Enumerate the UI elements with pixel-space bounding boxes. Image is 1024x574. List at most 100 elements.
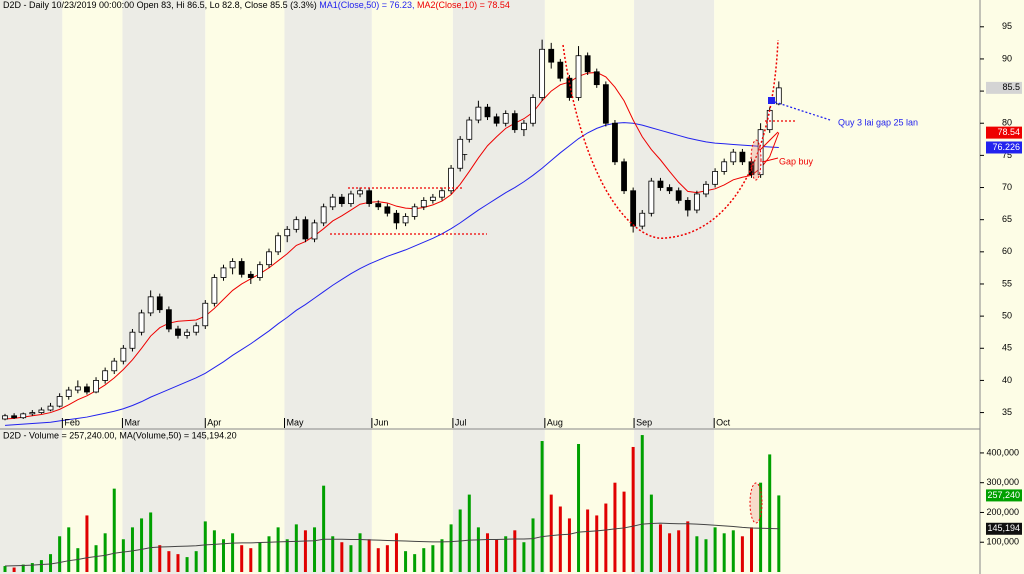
candle-body: [557, 61, 564, 79]
volume-bar: [595, 515, 599, 572]
volume-bar: [231, 533, 235, 572]
last-value-box: [986, 522, 1022, 535]
candle-body: [539, 48, 546, 98]
month-band: [62, 0, 123, 574]
y-tick-label: 60: [1002, 246, 1012, 256]
arrow: [761, 157, 779, 163]
candle-body: [302, 219, 309, 240]
month-band: [284, 0, 372, 574]
x-tick-label: Aug: [547, 417, 563, 427]
volume-bar: [704, 539, 708, 572]
legend-entry: MA1(Close,50) = 76.23,: [319, 0, 414, 10]
volume-bar: [677, 530, 681, 572]
volume-bar: [94, 545, 98, 572]
y-tick-label: 45: [1002, 343, 1012, 353]
volume-bar: [513, 530, 517, 572]
candle-body: [238, 261, 245, 275]
y-tick-label: 65: [1002, 214, 1012, 224]
volume-bar: [358, 533, 362, 572]
candle-body: [775, 87, 782, 105]
candle-body: [411, 206, 418, 217]
candle-body: [129, 331, 136, 349]
candle-body: [257, 264, 263, 278]
candle-body: [84, 386, 90, 393]
y-tick-label: 40: [1002, 375, 1012, 385]
volume-title: D2D - Volume = 257,240.00, MA(Volume,50)…: [3, 430, 237, 440]
volume-bar: [158, 545, 162, 572]
candle-body: [275, 235, 282, 253]
volume-bar: [376, 548, 380, 572]
volume-bar: [58, 536, 62, 572]
month-band: [452, 0, 545, 574]
candle-body: [165, 309, 172, 330]
y-tick-label: 50: [1002, 310, 1012, 320]
volume-bar: [467, 494, 471, 572]
volume-bar: [85, 515, 89, 572]
candle-body: [402, 216, 409, 224]
volume-bar: [431, 545, 435, 572]
y-tick-label: 75: [1002, 150, 1012, 160]
volume-bar: [613, 482, 617, 572]
volume-bar: [686, 521, 690, 572]
candle-body: [175, 328, 181, 336]
volume-bar: [313, 527, 317, 572]
candle-body: [320, 206, 327, 224]
candle-body: [666, 187, 673, 192]
candle-body: [375, 203, 382, 208]
candle-body: [65, 389, 72, 397]
y-tick-label: 100,000: [986, 537, 1019, 547]
month-band: [714, 0, 980, 574]
month-band: [122, 0, 206, 574]
volume-bar: [212, 530, 216, 572]
volume-bar: [121, 539, 125, 572]
volume-bar: [194, 551, 198, 572]
arrow: [759, 131, 779, 151]
last-value-box: [986, 141, 1022, 154]
x-tick-label: Feb: [64, 417, 80, 427]
marker: [768, 97, 775, 104]
last-value-box: [986, 81, 1022, 94]
candle-body: [703, 183, 709, 195]
y-tick-label: 35: [1002, 407, 1012, 417]
volume-bar: [103, 533, 107, 572]
volume-ellipse: [749, 482, 763, 524]
cup-curve: [562, 39, 779, 239]
candle-body: [575, 55, 582, 98]
candle-body: [484, 106, 491, 118]
candle-body: [593, 71, 600, 86]
candle-body: [420, 199, 427, 208]
volume-bar: [695, 536, 699, 572]
candle-body: [357, 190, 363, 195]
candle-body: [511, 113, 518, 131]
candle-body: [493, 116, 500, 124]
volume-bar: [340, 542, 344, 572]
candle-body: [338, 196, 345, 205]
candle-body: [693, 193, 700, 211]
volume-bar: [385, 545, 389, 572]
volume-bar: [777, 495, 781, 572]
candle-body: [247, 273, 254, 278]
volume-bar: [750, 527, 754, 572]
candle-body: [602, 84, 609, 124]
candle-body: [384, 206, 391, 214]
volume-bar: [176, 554, 180, 572]
volume-bar: [577, 443, 581, 572]
volume-bar: [367, 539, 371, 572]
volume-bar: [285, 539, 289, 572]
x-tick-label: Apr: [207, 417, 221, 427]
y-tick-label: 300,000: [986, 477, 1019, 487]
volume-bar: [586, 509, 590, 572]
volume-bar: [30, 563, 34, 572]
last-value-box: [986, 126, 1022, 139]
volume-bar: [303, 530, 307, 572]
candle-body: [521, 122, 527, 131]
volume-bar: [221, 539, 225, 572]
annotation: Gap buy: [779, 156, 814, 166]
volume-bar: [185, 557, 189, 572]
volume-bar: [658, 524, 662, 572]
candle-body: [284, 228, 291, 237]
candle-body: [311, 222, 318, 240]
volume-bar: [140, 518, 144, 572]
volume-bar: [404, 551, 408, 572]
candle-body: [439, 190, 445, 198]
